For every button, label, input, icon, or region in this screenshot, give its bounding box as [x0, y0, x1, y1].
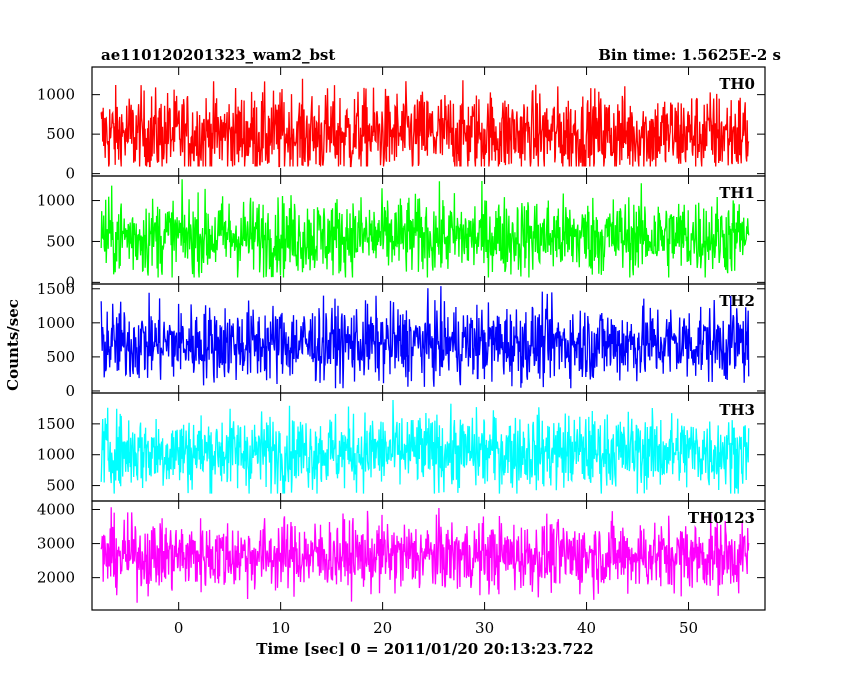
y-tick-label: 0 — [65, 165, 75, 183]
x-axis-ticks: 0 10 20 30 40 50 — [174, 619, 698, 637]
title-right: Bin time: 1.5625E-2 s — [598, 46, 781, 64]
panel-label-th0123: TH0123 — [688, 509, 755, 527]
title-left: ae110120201323_wam2_bst — [101, 46, 335, 64]
y-tick-label: 0 — [65, 382, 75, 400]
y-tick-label: 500 — [46, 125, 75, 143]
panel-label-th2: TH2 — [719, 292, 755, 310]
panel-th2: 0 500 1000 1500 TH2 — [37, 280, 766, 400]
series-line-th3 — [100, 399, 750, 494]
panel-th0123: 2000 3000 4000 TH0123 — [37, 500, 766, 611]
y-tick-label: 500 — [46, 232, 75, 250]
series-line-th0 — [100, 78, 750, 168]
y-tick-label: 1000 — [37, 192, 75, 210]
series-line-th2 — [100, 286, 750, 389]
panel-label-th0: TH0 — [719, 75, 755, 93]
y-tick-label: 4000 — [37, 501, 75, 519]
y-tick-label: 500 — [46, 348, 75, 366]
y-tick-label: 1500 — [37, 280, 75, 298]
series-line-th1 — [100, 179, 750, 278]
x-tick-label: 40 — [577, 619, 596, 637]
y-tick-label: 1500 — [37, 415, 75, 433]
y-tick-label: 0 — [65, 273, 75, 291]
x-tick-label: 20 — [373, 619, 392, 637]
y-tick-label: 3000 — [37, 535, 75, 553]
x-tick-label: 0 — [174, 619, 184, 637]
y-tick-label: 500 — [46, 477, 75, 495]
y-axis-label: Counts/sec — [4, 299, 22, 391]
y-tick-label: 1000 — [37, 446, 75, 464]
series-line-th0123 — [100, 507, 750, 603]
x-axis-label: Time [sec] 0 = 2011/01/20 20:13:23.722 — [256, 640, 593, 658]
x-tick-label: 30 — [475, 619, 494, 637]
x-tick-label: 50 — [679, 619, 698, 637]
panel-th0: 0 500 1000 TH0 — [37, 66, 766, 183]
panels: 0 500 1000 TH0 0 500 1000 TH1 0 500 1000 1500 TH2 500… — [37, 66, 766, 611]
y-tick-label: 2000 — [37, 569, 75, 587]
panel-th3: 500 1000 1500 TH3 — [37, 392, 766, 502]
x-tick-label: 10 — [271, 619, 290, 637]
panel-label-th1: TH1 — [719, 184, 755, 202]
panel-label-th3: TH3 — [719, 401, 755, 419]
panel-frame — [91, 500, 766, 611]
y-tick-label: 1000 — [37, 86, 75, 104]
panel-th1: 0 500 1000 TH1 — [37, 175, 766, 291]
y-tick-label: 1000 — [37, 314, 75, 332]
